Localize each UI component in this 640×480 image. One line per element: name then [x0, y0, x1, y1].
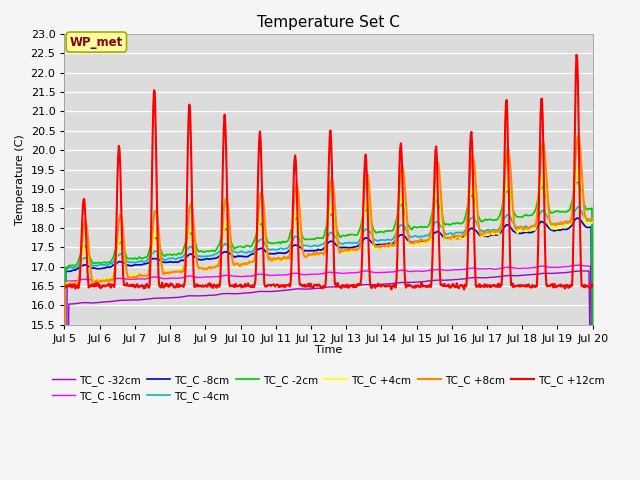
TC_C -2cm: [574, 180, 582, 185]
TC_C -4cm: [408, 234, 416, 240]
Line: TC_C +4cm: TC_C +4cm: [65, 168, 593, 480]
Line: TC_C +8cm: TC_C +8cm: [65, 136, 593, 480]
TC_C -16cm: [393, 268, 401, 274]
TC_C +4cm: [206, 264, 214, 269]
TC_C -2cm: [125, 256, 132, 262]
Y-axis label: Temperature (C): Temperature (C): [15, 134, 25, 225]
TC_C -4cm: [70, 265, 78, 271]
TC_C -32cm: [393, 280, 401, 286]
TC_C +12cm: [589, 282, 596, 288]
TC_C -2cm: [408, 226, 416, 232]
TC_C -32cm: [577, 268, 585, 274]
TC_C +12cm: [178, 283, 186, 288]
TC_C -8cm: [408, 239, 416, 245]
TC_C +4cm: [70, 281, 78, 287]
Line: TC_C +12cm: TC_C +12cm: [65, 55, 593, 289]
TC_C +8cm: [575, 133, 582, 139]
TC_C +12cm: [393, 276, 401, 282]
TC_C +12cm: [460, 287, 468, 292]
TC_C +12cm: [61, 285, 68, 290]
TC_C -32cm: [178, 294, 186, 300]
TC_C +4cm: [574, 166, 582, 171]
TC_C -4cm: [574, 204, 582, 210]
TC_C -2cm: [70, 263, 78, 268]
TC_C -4cm: [393, 229, 401, 235]
TC_C +8cm: [206, 264, 214, 270]
TC_C +4cm: [589, 219, 596, 225]
TC_C +8cm: [589, 216, 596, 222]
TC_C -32cm: [206, 292, 214, 298]
TC_C -4cm: [589, 395, 596, 400]
TC_C -8cm: [70, 267, 78, 273]
TC_C -32cm: [125, 297, 132, 303]
TC_C -2cm: [589, 444, 596, 450]
TC_C +8cm: [70, 281, 78, 287]
TC_C -4cm: [178, 254, 186, 260]
TC_C -16cm: [178, 275, 186, 281]
Line: TC_C -4cm: TC_C -4cm: [65, 207, 593, 480]
TC_C +8cm: [178, 268, 186, 274]
TC_C -4cm: [125, 259, 132, 265]
TC_C -2cm: [206, 248, 214, 253]
TC_C -8cm: [393, 236, 401, 242]
TC_C -4cm: [206, 253, 214, 259]
TC_C +12cm: [408, 283, 416, 289]
TC_C +12cm: [206, 280, 214, 286]
TC_C -8cm: [125, 263, 132, 268]
TC_C -2cm: [393, 216, 401, 222]
TC_C +4cm: [178, 268, 186, 274]
TC_C -16cm: [125, 276, 132, 282]
TC_C +8cm: [393, 228, 401, 234]
TC_C -16cm: [574, 262, 582, 268]
TC_C -2cm: [178, 250, 186, 256]
TC_C +8cm: [125, 275, 132, 280]
TC_C +12cm: [70, 284, 78, 289]
Line: TC_C -32cm: TC_C -32cm: [65, 271, 593, 480]
TC_C -32cm: [408, 279, 416, 285]
TC_C -32cm: [70, 301, 78, 307]
Line: TC_C -2cm: TC_C -2cm: [65, 182, 593, 480]
TC_C -8cm: [206, 256, 214, 262]
TC_C -8cm: [178, 257, 186, 263]
TC_C +4cm: [408, 241, 416, 247]
TC_C -16cm: [408, 269, 416, 275]
Text: WP_met: WP_met: [70, 36, 123, 48]
TC_C +12cm: [125, 283, 132, 289]
TC_C -16cm: [206, 274, 214, 280]
TC_C -8cm: [573, 215, 581, 221]
TC_C +4cm: [393, 233, 401, 239]
TC_C +8cm: [408, 240, 416, 245]
X-axis label: Time: Time: [315, 345, 342, 355]
TC_C -16cm: [70, 278, 78, 284]
Line: TC_C -16cm: TC_C -16cm: [65, 265, 593, 480]
Line: TC_C -8cm: TC_C -8cm: [65, 218, 593, 480]
TC_C +4cm: [125, 273, 132, 278]
Title: Temperature Set C: Temperature Set C: [257, 15, 400, 30]
TC_C +12cm: [573, 52, 580, 58]
Legend: TC_C -32cm, TC_C -16cm, TC_C -8cm, TC_C -4cm, TC_C -2cm, TC_C +4cm, TC_C +8cm, T: TC_C -32cm, TC_C -16cm, TC_C -8cm, TC_C …: [48, 371, 609, 406]
